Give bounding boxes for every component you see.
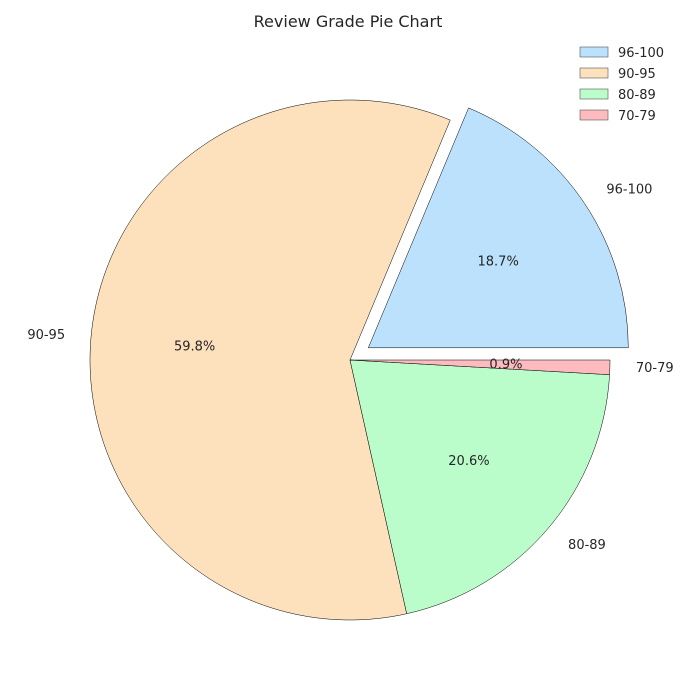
legend-entry-96-100: 96-100 (579, 46, 664, 61)
legend-entry-90-95: 90-95 (579, 67, 656, 82)
legend-entry-80-89: 80-89 (579, 88, 656, 103)
percent-label-96-100: 18.7% (478, 254, 519, 269)
legend-swatch-96-100 (579, 46, 609, 58)
legend-swatch-80-89 (579, 88, 609, 100)
slice-label-90-95: 90-95 (27, 328, 65, 343)
legend-swatch-70-79 (579, 109, 609, 121)
percent-label-90-95: 59.8% (174, 339, 215, 354)
pie-slice-80-89 (349, 359, 610, 615)
percent-label-70-79: 0.9% (489, 357, 522, 372)
legend-entry-70-79: 70-79 (579, 109, 656, 124)
chart-title: Review Grade Pie Chart (254, 12, 443, 31)
slice-label-96-100: 96-100 (606, 182, 652, 197)
legend-swatch-90-95 (579, 67, 609, 79)
legend-label-90-95: 90-95 (618, 67, 656, 82)
legend-label-80-89: 80-89 (618, 88, 656, 103)
labels-layer: 96-100 18.7% 90-95 59.8% 80-89 20.6% 70-79 0.9% (27, 182, 673, 553)
legend: 96-100 90-95 80-89 70-79 (579, 46, 664, 124)
slice-label-70-79: 70-79 (636, 361, 674, 376)
percent-label-80-89: 20.6% (448, 454, 489, 469)
legend-label-70-79: 70-79 (618, 109, 656, 124)
pie-slice-90-95 (89, 99, 451, 621)
slices-layer (89, 99, 629, 621)
slice-label-80-89: 80-89 (568, 538, 606, 553)
pie-slice-70-79 (349, 359, 611, 375)
legend-label-96-100: 96-100 (618, 46, 664, 61)
pie-slice-96-100 (367, 107, 629, 349)
